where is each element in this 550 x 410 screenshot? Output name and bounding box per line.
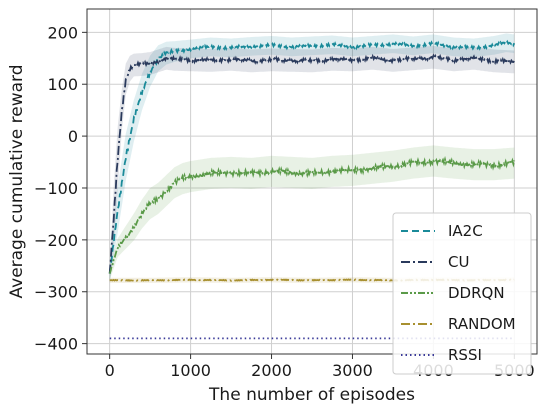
y-tick-label: −100	[34, 179, 78, 198]
y-tick-label: 100	[47, 75, 78, 94]
cu-line	[108, 53, 515, 274]
y-tick-label: −300	[34, 283, 78, 302]
y-tick-label: −400	[34, 335, 78, 354]
random-line	[109, 278, 515, 282]
legend-label-ddrqn: DDRQN	[448, 284, 505, 302]
y-tick-label: 0	[68, 127, 78, 146]
x-tick-label: 2000	[251, 361, 292, 380]
legend-label-rssi: RSSI	[448, 346, 482, 364]
cu-band	[109, 45, 515, 282]
ddrqn-band	[109, 145, 515, 280]
legend-label-cu: CU	[448, 253, 469, 271]
legend-box	[392, 212, 532, 375]
legend: IA2C CU DDRQN RANDOM RSSI	[392, 212, 532, 375]
y-axis-title: Average cumulative reward	[7, 65, 27, 299]
grid-lines	[87, 9, 537, 354]
series-lines	[108, 39, 516, 340]
ia2c-band	[109, 33, 515, 282]
x-axis-title: The number of episodes	[208, 385, 415, 405]
x-tick-label: 0	[105, 361, 115, 380]
x-tick-label: 3000	[332, 361, 373, 380]
y-tick-label: −200	[34, 231, 78, 250]
legend-label-random: RANDOM	[448, 315, 516, 333]
x-tick-label: 1000	[170, 361, 211, 380]
plot-frame	[86, 8, 538, 355]
y-tick-label: 200	[47, 23, 78, 42]
ia2c-line	[108, 39, 516, 274]
legend-label-ia2c: IA2C	[448, 222, 483, 240]
ddrqn-line	[108, 155, 516, 274]
